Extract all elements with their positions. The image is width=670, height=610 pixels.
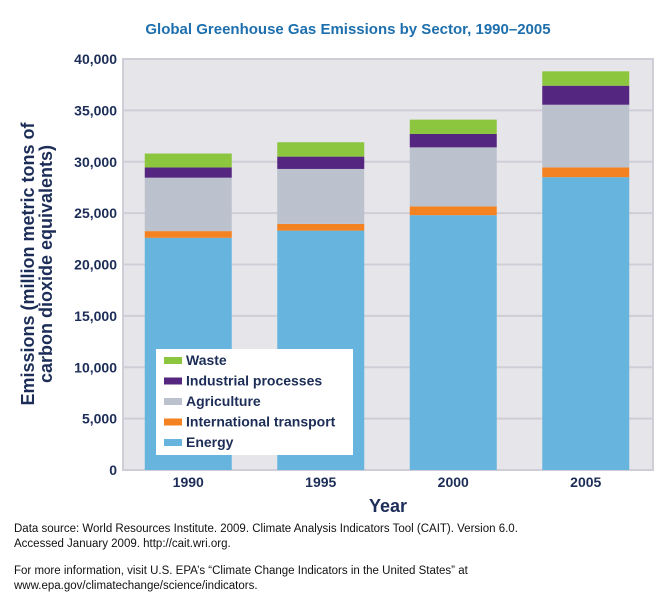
legend-label: Waste: [186, 352, 227, 368]
x-tick-label: 1995: [305, 474, 336, 490]
bar-segment-industrial-processes: [144, 167, 232, 178]
y-tick-label: 30,000: [74, 154, 117, 170]
data-source-line-2: Accessed January 2009. http://cait.wri.o…: [14, 538, 231, 550]
legend-label: Industrial processes: [186, 373, 322, 389]
y-axis-title-line-1: Emissions (million metric tons of: [18, 121, 38, 405]
y-tick-label: 40,000: [74, 51, 117, 67]
x-axis-title: Year: [369, 496, 407, 516]
bar-segment-agriculture: [409, 147, 497, 207]
bar-segment-industrial-processes: [542, 85, 630, 105]
bar-segment-waste: [409, 119, 497, 135]
bar-segment-industrial-processes: [409, 134, 497, 148]
bar-segment-agriculture: [542, 104, 630, 168]
y-tick-label: 5,000: [82, 411, 117, 427]
data-source-note: Data source: World Resources Institute. …: [14, 522, 654, 552]
legend-swatch: [164, 398, 182, 405]
bar-segment-waste: [542, 71, 630, 86]
more-info-line-1: For more information, visit U.S. EPA’s “…: [14, 565, 468, 577]
y-axis-title: Emissions (million metric tons of carbon…: [18, 121, 56, 405]
bar-segment-energy: [409, 215, 497, 470]
stacked-bar-chart: Global Greenhouse Gas Emissions by Secto…: [18, 21, 654, 516]
legend-item-energy: Energy: [164, 434, 234, 450]
legend-swatch: [164, 439, 182, 446]
chart-title: Global Greenhouse Gas Emissions by Secto…: [145, 21, 550, 38]
x-axis-ticks: 1990 1995 2000 2005: [173, 474, 602, 490]
y-tick-label: 25,000: [74, 205, 117, 221]
legend-label: International transport: [186, 414, 336, 430]
more-info-note: For more information, visit U.S. EPA’s “…: [14, 564, 654, 594]
bar-segment-international-transport: [409, 206, 497, 216]
legend-label: Energy: [186, 434, 234, 450]
y-tick-label: 15,000: [74, 308, 117, 324]
legend-label: Agriculture: [186, 393, 261, 409]
legend-swatch: [164, 377, 182, 385]
legend-swatch: [164, 418, 182, 426]
bar-segment-waste: [144, 153, 232, 168]
x-tick-label: 2000: [438, 474, 469, 490]
bar-stack-2005: [542, 71, 630, 470]
legend-box: [156, 349, 353, 455]
bar-segment-industrial-processes: [277, 156, 365, 169]
y-tick-label: 35,000: [74, 102, 117, 118]
bar-segment-waste: [277, 142, 365, 157]
legend: Waste Industrial processes Agriculture Inte…: [156, 349, 353, 455]
legend-item-international-transport: International transport: [164, 414, 336, 430]
y-tick-label: 0: [109, 462, 117, 478]
bar-segment-energy: [542, 177, 630, 470]
bar-segment-international-transport: [144, 231, 232, 238]
legend-item-waste: Waste: [164, 352, 227, 368]
y-tick-label: 20,000: [74, 257, 117, 273]
x-tick-label: 1990: [173, 474, 204, 490]
footnotes: Data source: World Resources Institute. …: [14, 522, 654, 606]
legend-item-industrial-processes: Industrial processes: [164, 373, 322, 389]
bar-segment-agriculture: [144, 177, 232, 232]
bar-segment-agriculture: [277, 168, 365, 224]
bar-segment-international-transport: [542, 167, 630, 178]
legend-item-agriculture: Agriculture: [164, 393, 261, 409]
legend-swatch: [164, 357, 182, 364]
more-info-line-2: www.epa.gov/climatechange/science/indica…: [14, 580, 258, 592]
y-tick-label: 10,000: [74, 359, 117, 375]
bar-segment-international-transport: [277, 223, 365, 231]
x-tick-label: 2005: [570, 474, 601, 490]
y-axis-title-line-2: carbon dioxide equivalents): [36, 145, 56, 383]
data-source-line-1: Data source: World Resources Institute. …: [14, 523, 518, 535]
y-axis-ticks: 0 5,000 10,000 15,000 20,000 25,000 30,000 35,0…: [74, 51, 117, 478]
bar-stack-2000: [409, 119, 497, 470]
